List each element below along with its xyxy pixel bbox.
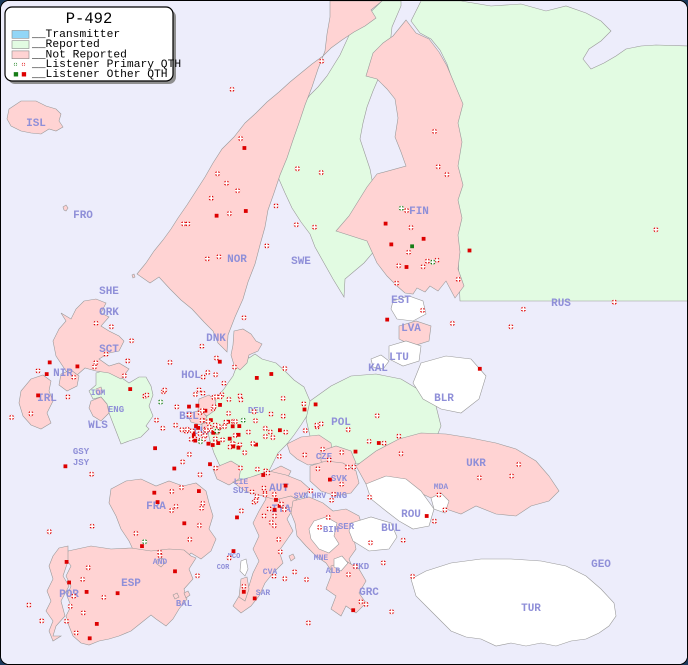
svg-text:BUL: BUL	[381, 523, 401, 535]
svg-text:HRV: HRV	[312, 492, 327, 501]
svg-text:NIR: NIR	[53, 368, 73, 380]
svg-text:IRL: IRL	[37, 393, 57, 405]
svg-text:GRC: GRC	[359, 587, 379, 599]
svg-text:ROU: ROU	[401, 509, 421, 521]
svg-text:UKR: UKR	[466, 458, 486, 470]
svg-text:LVA: LVA	[401, 323, 421, 335]
svg-text:ESP: ESP	[121, 578, 141, 590]
svg-text:LTU: LTU	[389, 352, 409, 364]
svg-text:__Listener Other QTH: __Listener Other QTH	[31, 69, 168, 81]
svg-text:■: ■	[21, 70, 26, 80]
svg-text:ISL: ISL	[26, 118, 46, 130]
svg-text:BIH: BIH	[323, 525, 339, 535]
svg-text:DNK: DNK	[206, 333, 226, 345]
svg-text:P-492: P-492	[66, 10, 113, 28]
svg-text:FIN: FIN	[409, 206, 429, 218]
svg-text:IOM: IOM	[91, 389, 106, 398]
svg-text:SHE: SHE	[99, 286, 119, 298]
svg-text:ALB: ALB	[326, 567, 341, 576]
svg-text:SUI: SUI	[233, 486, 249, 496]
svg-text:ORK: ORK	[99, 307, 119, 319]
svg-text:NOR: NOR	[227, 254, 247, 266]
svg-text:TUR: TUR	[521, 603, 541, 615]
svg-text:LIE: LIE	[234, 478, 249, 487]
svg-text:GSY: GSY	[73, 447, 90, 457]
svg-text:SVK: SVK	[331, 474, 348, 484]
svg-text:AND: AND	[153, 558, 168, 567]
svg-text:WLS: WLS	[88, 420, 108, 432]
svg-text:EST: EST	[391, 295, 411, 307]
svg-text:SVN: SVN	[294, 492, 309, 501]
svg-text:SCT: SCT	[99, 344, 119, 356]
svg-text:GEO: GEO	[591, 559, 611, 571]
svg-text:KAL: KAL	[368, 363, 388, 375]
svg-text:SER: SER	[338, 522, 355, 532]
svg-text:ENG: ENG	[108, 405, 124, 415]
svg-text:MDA: MDA	[434, 483, 449, 492]
svg-text:BLR: BLR	[434, 393, 454, 405]
svg-text:RUS: RUS	[551, 298, 571, 310]
svg-text:■: ■	[13, 70, 18, 80]
svg-text:BAL: BAL	[176, 599, 192, 609]
svg-text:COR: COR	[217, 564, 230, 572]
svg-text:HOL: HOL	[181, 370, 201, 382]
svg-text:POR: POR	[59, 589, 79, 601]
svg-text:JSY: JSY	[73, 458, 90, 468]
svg-text:SWE: SWE	[291, 256, 311, 268]
svg-text:MNE: MNE	[314, 554, 329, 563]
svg-text:SAR: SAR	[256, 589, 271, 598]
svg-text:FRO: FRO	[73, 210, 93, 222]
